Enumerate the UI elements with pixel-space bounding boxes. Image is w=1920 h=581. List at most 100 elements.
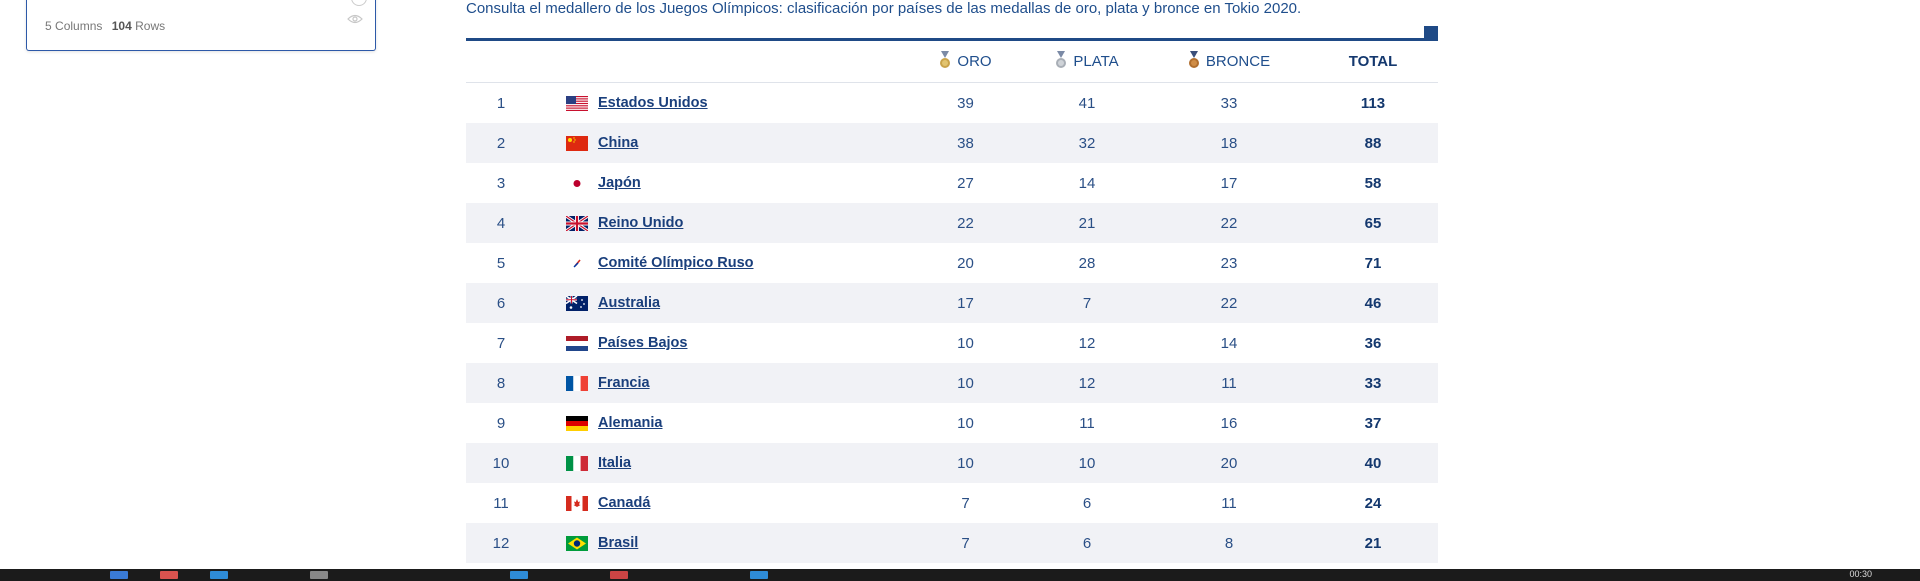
total-header[interactable]: TOTAL (1308, 41, 1438, 83)
country-cell: China (536, 123, 907, 163)
bronze-cell: 11 (1221, 374, 1237, 392)
silver-cell: 6 (1082, 534, 1092, 552)
table-row: 8 Francia 10 12 11 33 (466, 363, 1438, 403)
dataset-card[interactable]: 5 Columns 104 Rows (26, 0, 376, 51)
table-row: 6 Australia 17 7 22 46 (466, 283, 1438, 323)
country-link[interactable]: Brasil (598, 535, 639, 551)
country-cell: Alemania (536, 403, 907, 443)
table-row: 4 Reino Unido 22 21 22 65 (466, 203, 1438, 243)
silver-cell: 14 (1078, 174, 1096, 192)
country-link[interactable]: Japón (598, 175, 641, 191)
country-link[interactable]: China (598, 135, 639, 151)
gold-cell: 17 (957, 294, 974, 312)
table-row: 1 Estados Unidos 39 41 33 113 (466, 83, 1438, 124)
taskbar-app-icon[interactable] (510, 571, 528, 579)
country-link[interactable]: Alemania (598, 415, 663, 431)
country-link[interactable]: Comité Olímpico Ruso (598, 255, 754, 271)
gold-header[interactable]: ORO (907, 41, 1024, 83)
taskbar-app-icon[interactable] (160, 571, 178, 579)
eye-icon[interactable] (347, 11, 363, 29)
country-cell: Países Bajos (536, 323, 907, 363)
silver-cell: 28 (1078, 254, 1096, 272)
rank-cell: 4 (496, 214, 506, 232)
taskbar-clock: 00:30 (1849, 569, 1872, 579)
gold-cell: 27 (957, 174, 974, 192)
total-cell: 88 (1364, 134, 1382, 152)
total-cell: 40 (1364, 454, 1382, 472)
bronze-cell: 18 (1220, 134, 1238, 152)
gold-cell: 39 (957, 94, 974, 112)
table-row: 5 Comité Olímpico Ruso 20 28 23 71 (466, 243, 1438, 283)
silver-medal-icon (1055, 50, 1067, 73)
country-link[interactable]: Canadá (598, 495, 651, 511)
us-flag (566, 95, 588, 111)
total-cell: 33 (1364, 374, 1382, 392)
bronze-cell: 8 (1224, 534, 1234, 552)
table-row: 3 Japón 27 14 17 58 (466, 163, 1438, 203)
country-link[interactable]: Australia (598, 295, 661, 311)
table-row: 10 Italia 10 10 20 40 (466, 443, 1438, 483)
rows-label: Rows (135, 19, 166, 33)
rank-cell: 10 (492, 454, 510, 472)
silver-cell: 12 (1078, 374, 1096, 392)
uk-flag (566, 215, 588, 231)
canada-flag (566, 495, 588, 511)
table-header-row: ORO PLATA BRONCE TOTAL (466, 41, 1438, 83)
netherlands-flag (566, 335, 588, 351)
france-flag (566, 375, 588, 391)
silver-cell: 10 (1078, 454, 1096, 472)
rank-cell: 5 (496, 254, 506, 272)
table-row: 9 Alemania 10 11 16 37 (466, 403, 1438, 443)
taskbar-app-icon[interactable] (210, 571, 228, 579)
gold-cell: 7 (961, 494, 970, 512)
bronze-cell: 14 (1220, 334, 1238, 352)
medal-table: ORO PLATA BRONCE TOTAL 1 Estados Unidos 39… (466, 41, 1438, 563)
total-cell: 65 (1364, 214, 1382, 232)
gold-cell: 10 (957, 454, 974, 472)
silver-cell: 7 (1082, 294, 1092, 312)
table-top-border (466, 38, 1438, 41)
brazil-flag (566, 535, 588, 551)
country-link[interactable]: Reino Unido (598, 215, 684, 231)
dataset-meta: 5 Columns 104 Rows (45, 19, 165, 33)
country-cell: Brasil (536, 523, 907, 563)
rank-cell: 2 (496, 134, 506, 152)
taskbar-app-icon[interactable] (310, 571, 328, 579)
bronze-medal-icon (1188, 50, 1200, 73)
gold-cell: 20 (957, 254, 974, 272)
intro-text: Consulta el medallero de los Juegos Olím… (466, 0, 1302, 17)
gold-cell: 7 (961, 534, 970, 552)
rank-cell: 9 (496, 414, 506, 432)
card-option-circle[interactable] (351, 0, 367, 6)
table-row: 2 China 38 32 18 88 (466, 123, 1438, 163)
total-cell: 24 (1364, 494, 1382, 512)
silver-header[interactable]: PLATA (1024, 41, 1150, 83)
country-cell: Estados Unidos (536, 83, 907, 124)
taskbar-app-icon[interactable] (610, 571, 628, 579)
rank-cell: 1 (496, 94, 506, 112)
country-link[interactable]: Estados Unidos (598, 95, 708, 111)
country-link[interactable]: Italia (598, 455, 632, 471)
country-cell: Canadá (536, 483, 907, 523)
total-cell: 21 (1364, 534, 1382, 552)
table-corner-marker (1424, 26, 1438, 41)
total-cell: 36 (1364, 334, 1382, 352)
total-cell: 46 (1364, 294, 1382, 312)
australia-flag (566, 295, 588, 311)
bronze-cell: 11 (1221, 494, 1237, 512)
country-link[interactable]: Países Bajos (598, 335, 688, 351)
bronze-cell: 20 (1220, 454, 1238, 472)
country-link[interactable]: Francia (598, 375, 650, 391)
columns-count: 5 (45, 19, 52, 33)
table-row: 12 Brasil 7 6 8 21 (466, 523, 1438, 563)
taskbar: 00:30 (0, 569, 1920, 581)
country-cell: Francia (536, 363, 907, 403)
bronze-cell: 17 (1220, 174, 1238, 192)
bronze-header[interactable]: BRONCE (1150, 41, 1308, 83)
taskbar-app-icon[interactable] (110, 571, 128, 579)
total-cell: 113 (1360, 94, 1386, 112)
gold-cell: 10 (957, 374, 974, 392)
taskbar-app-icon[interactable] (750, 571, 768, 579)
germany-flag (566, 415, 588, 431)
gold-header-label: ORO (957, 52, 992, 70)
